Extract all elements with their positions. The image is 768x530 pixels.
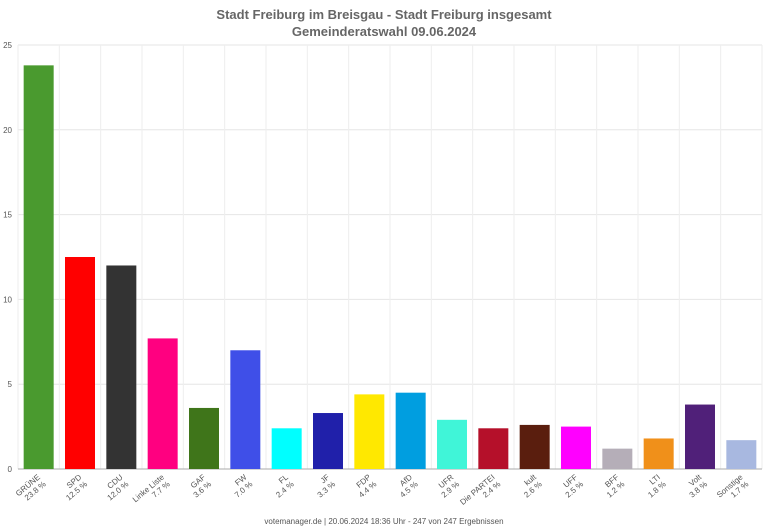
bar	[106, 265, 137, 469]
y-tick-label: 20	[3, 126, 12, 135]
bar	[189, 407, 219, 469]
footer: votemanager.de | 20.06.2024 18:36 Uhr - …	[264, 517, 503, 526]
bar	[395, 392, 426, 469]
y-tick-label: 0	[8, 465, 13, 474]
value-label: 2.4 %	[274, 480, 295, 500]
bar	[271, 428, 302, 469]
bar	[602, 448, 633, 469]
bar	[561, 426, 591, 469]
bar	[147, 338, 178, 469]
bar	[23, 65, 54, 470]
x-label-group: JF3.3 %	[316, 473, 337, 500]
bar	[65, 257, 95, 469]
y-tick-label: 15	[3, 211, 12, 220]
y-tick-label: 10	[3, 295, 12, 304]
x-label-group: FW7.0 %	[233, 472, 254, 499]
x-label-group: FL2.4 %	[274, 472, 295, 500]
y-tick-label: 5	[8, 380, 13, 389]
value-label: 3.3 %	[316, 480, 337, 500]
bar	[643, 438, 674, 469]
bar	[685, 404, 715, 469]
bar	[437, 419, 467, 469]
chart-title: Stadt Freiburg im Breisgau - Stadt Freib…	[216, 7, 552, 22]
y-tick-label: 25	[3, 41, 12, 50]
bar	[313, 413, 343, 469]
bar	[230, 350, 261, 469]
bar	[478, 428, 509, 469]
chart-subtitle: Gemeinderatswahl 09.06.2024	[292, 24, 477, 39]
bar	[354, 394, 385, 469]
bar	[726, 440, 757, 469]
bar	[519, 424, 550, 469]
